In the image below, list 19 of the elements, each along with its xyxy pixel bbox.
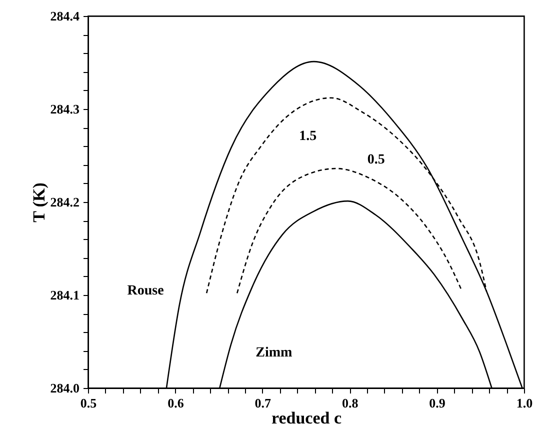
x-tick-label: 0.5 <box>80 396 98 410</box>
line-series <box>206 97 488 294</box>
series-label: Zimm <box>256 346 293 361</box>
x-tick-label: 0.7 <box>254 396 272 410</box>
x-tick-label: 0.8 <box>342 396 359 410</box>
y-axis-title: T (K) <box>29 182 48 222</box>
x-tick-label: 0.6 <box>168 396 184 410</box>
y-tick-label: 284.1 <box>50 288 80 302</box>
series-label: Rouse <box>127 283 164 298</box>
x-tick-label: 0.9 <box>429 396 446 410</box>
y-tick-label: 284.0 <box>50 380 80 396</box>
series-label: 1.5 <box>299 128 317 144</box>
line-series <box>236 168 463 294</box>
y-tick-label: 284.3 <box>50 102 80 116</box>
x-axis-title: reduced c <box>271 408 342 428</box>
y-tick-label: 284.4 <box>50 8 80 24</box>
series-label: 0.5 <box>367 152 385 168</box>
y-tick-label: 284.2 <box>50 194 80 210</box>
x-tick-label: 1.0 <box>516 396 533 410</box>
